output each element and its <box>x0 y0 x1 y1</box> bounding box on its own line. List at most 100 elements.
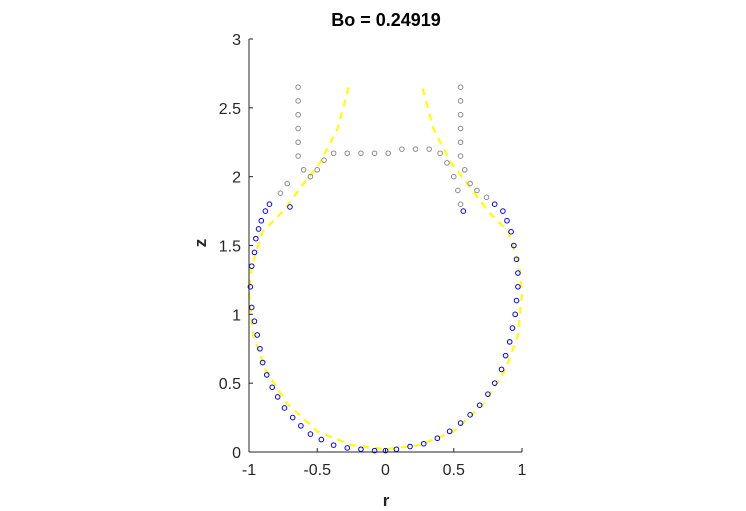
blue-point <box>344 445 351 451</box>
x-tick-label: 0.5 <box>443 462 465 479</box>
gray-point <box>457 139 464 146</box>
y-tick-label: 0 <box>232 445 241 462</box>
gray-point <box>437 150 443 157</box>
y-tick-label: 2.5 <box>219 101 241 118</box>
blue-point <box>446 428 453 435</box>
gray-point <box>461 166 468 173</box>
gray-point <box>371 150 378 157</box>
blue-point <box>255 226 262 232</box>
gray-point <box>444 160 450 166</box>
gray-point <box>457 153 464 159</box>
blue-point <box>513 256 520 263</box>
gray-point <box>385 150 392 157</box>
blue-point <box>289 414 296 421</box>
gray-point <box>295 84 301 90</box>
blue-point <box>371 447 378 454</box>
gray-point <box>457 84 464 90</box>
gray-point <box>295 125 301 132</box>
gray-point <box>457 201 464 207</box>
gray-points-layer <box>277 84 490 207</box>
blue-point <box>515 270 521 276</box>
gray-point <box>314 166 321 173</box>
blue-point <box>502 352 509 359</box>
blue-point <box>457 420 464 426</box>
blue-point <box>467 412 473 418</box>
blue-point <box>420 440 427 447</box>
blue-point <box>508 228 514 235</box>
blue-point <box>253 235 259 242</box>
blue-point <box>258 217 265 224</box>
gray-point <box>358 150 364 157</box>
blue-point <box>504 217 510 224</box>
blue-point <box>506 339 513 345</box>
blue-point <box>476 402 483 408</box>
x-axis-label: r <box>383 491 390 510</box>
gray-point <box>300 166 307 173</box>
gray-point <box>284 180 291 187</box>
blue-point <box>269 384 276 391</box>
gray-point <box>295 153 301 159</box>
blue-point <box>330 442 337 448</box>
x-tick-label: 1 <box>518 462 527 479</box>
blue-point <box>491 201 498 207</box>
y-tick-label: 0.5 <box>219 376 241 393</box>
gray-point <box>426 146 432 152</box>
blue-point <box>263 372 270 378</box>
blue-point <box>511 242 517 249</box>
blue-points-layer <box>247 201 521 454</box>
blue-point <box>266 201 273 207</box>
y-tick-label: 3 <box>232 32 241 49</box>
chart-title: Bo = 0.24919 <box>331 10 441 30</box>
blue-point <box>512 311 518 318</box>
x-tick-label: -0.5 <box>303 462 331 479</box>
blue-point <box>498 366 505 373</box>
blue-point <box>460 208 467 214</box>
blue-point <box>259 359 266 366</box>
gray-point <box>457 111 464 118</box>
gray-point <box>455 187 461 194</box>
blue-point <box>318 436 325 443</box>
blue-point <box>485 391 491 397</box>
blue-point <box>500 208 506 214</box>
blue-point <box>515 284 521 290</box>
gray-point <box>321 157 327 163</box>
blue-point <box>491 380 498 386</box>
blue-point <box>254 332 260 338</box>
gray-point <box>412 146 419 152</box>
blue-point <box>307 431 314 437</box>
gray-point <box>483 194 490 201</box>
gray-point <box>330 150 337 157</box>
gray-point <box>457 125 464 132</box>
blue-point <box>287 204 293 210</box>
blue-point <box>251 318 258 325</box>
gray-point <box>467 180 473 187</box>
blue-point <box>281 405 288 411</box>
x-tick-label: -1 <box>242 462 256 479</box>
gray-point <box>474 187 480 194</box>
blue-point <box>274 394 281 400</box>
gray-point <box>295 98 301 104</box>
tick-labels: -1 -0.5 0 0.5 1 0 0.5 1 1.5 2 2.5 3 <box>219 32 527 479</box>
gray-point <box>450 173 457 180</box>
blue-point <box>257 345 263 352</box>
gray-point <box>295 139 301 146</box>
gray-point <box>295 111 301 118</box>
gray-point <box>457 98 464 104</box>
gray-point <box>277 190 284 196</box>
blue-point <box>513 297 520 304</box>
blue-point <box>298 423 304 429</box>
blue-point <box>247 284 254 290</box>
blue-point <box>262 208 269 214</box>
blue-point <box>407 443 413 450</box>
blue-point <box>251 249 258 256</box>
gray-point <box>399 146 405 152</box>
y-axis-label: z <box>191 239 210 248</box>
y-tick-label: 1.5 <box>219 239 241 256</box>
y-tick-label: 2 <box>232 170 241 187</box>
x-tick-label: 0 <box>381 462 390 479</box>
y-tick-label: 1 <box>232 307 241 324</box>
gray-point <box>307 173 314 180</box>
gray-point <box>344 150 351 157</box>
